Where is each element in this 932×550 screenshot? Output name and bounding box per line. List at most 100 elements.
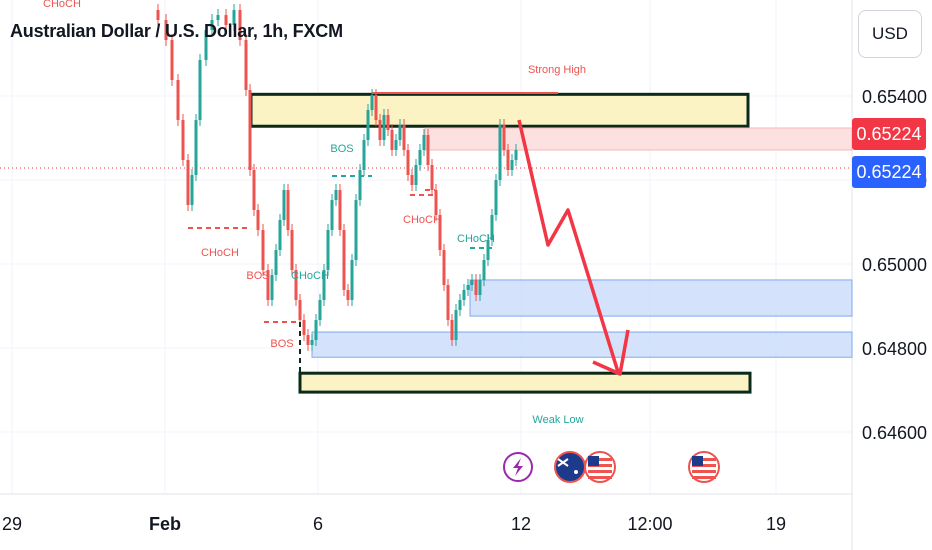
candle-body xyxy=(294,270,298,300)
candle-body xyxy=(470,280,474,285)
candle-body xyxy=(358,170,362,200)
candle-body xyxy=(398,125,402,140)
candle-body xyxy=(302,320,306,335)
candle-body xyxy=(418,150,422,165)
x-tick-label: 19 xyxy=(766,514,786,534)
candle-body xyxy=(190,175,194,205)
usd-flag-stripe-icon xyxy=(588,464,612,467)
candle-body xyxy=(252,170,256,210)
candle-body xyxy=(194,120,198,175)
y-tick-label: 0.64600 xyxy=(862,423,927,443)
imbalance-zone xyxy=(424,127,853,151)
candle-body xyxy=(350,260,354,300)
candle-body xyxy=(244,40,248,90)
candle-body xyxy=(266,270,270,300)
candle-body xyxy=(186,160,190,205)
usd-flag-canton-icon xyxy=(588,456,599,466)
candle-body xyxy=(438,215,442,250)
price-tag-upper: 0.65224 xyxy=(852,118,926,150)
structure-label: CHoCH xyxy=(457,233,495,245)
candle-body xyxy=(490,215,494,240)
aud-flag-cross-icon xyxy=(557,458,569,467)
y-tick-label: 0.65400 xyxy=(862,87,927,107)
demand-zone-lower xyxy=(311,331,853,358)
x-tick-label: 12:00 xyxy=(627,514,672,534)
candle-body xyxy=(506,150,510,170)
y-tick-label: 0.64800 xyxy=(862,339,927,359)
candle-body xyxy=(482,260,486,280)
candle-body xyxy=(370,95,374,110)
candle-body xyxy=(170,40,174,80)
usd-flag-stripe-icon xyxy=(588,476,612,479)
candle-body xyxy=(330,200,334,230)
structure-label: BOS xyxy=(330,143,353,155)
candle-body xyxy=(248,90,252,170)
usd-flag-stripe-icon xyxy=(588,470,612,473)
candle-body xyxy=(256,210,260,230)
usd-flag-stripe-icon xyxy=(692,464,716,467)
candle-body xyxy=(306,335,310,345)
candle-body xyxy=(458,300,462,310)
candle-body xyxy=(382,115,386,140)
candle-body xyxy=(176,80,180,120)
candle-body xyxy=(386,115,390,130)
x-tick-label: 12 xyxy=(511,514,531,534)
candle-body xyxy=(210,20,214,30)
aud-flag-icon xyxy=(554,451,586,483)
candle-body xyxy=(278,220,282,250)
usd-flag-stripe-icon xyxy=(588,458,612,461)
candle-body xyxy=(402,125,406,150)
candle-body xyxy=(232,10,236,25)
candle-body xyxy=(462,290,466,300)
candle-body xyxy=(274,250,278,275)
weak-low-zone xyxy=(298,371,752,394)
structure-label: BOS xyxy=(246,270,269,282)
candle-body xyxy=(326,230,330,270)
candle-body xyxy=(216,15,220,20)
projection-arrow xyxy=(517,119,620,373)
structure-label: CHoCH xyxy=(291,270,329,282)
candle-body xyxy=(494,180,498,215)
candle-body xyxy=(338,190,342,230)
candle-body xyxy=(310,340,314,345)
candle-body xyxy=(238,10,242,40)
usd-flag-canton-icon xyxy=(692,456,703,466)
candle-body xyxy=(342,230,346,290)
candle-body xyxy=(270,275,274,300)
candle-body xyxy=(446,285,450,320)
projection-arrow-head xyxy=(592,329,630,376)
candle-body xyxy=(298,300,302,320)
candle-body xyxy=(426,135,430,165)
usd-flag-stripe-icon xyxy=(692,458,716,461)
candle-body xyxy=(390,130,394,150)
x-tick-label: 29 xyxy=(2,514,22,534)
candle-body xyxy=(282,190,286,220)
chart-title: Australian Dollar / U.S. Dollar, 1h, FXC… xyxy=(10,21,343,41)
candle-body xyxy=(498,125,502,180)
candle-body xyxy=(181,120,185,160)
candle-body xyxy=(322,270,326,300)
price-tag-lower: 0.65224 xyxy=(852,156,926,188)
candle-body xyxy=(286,190,290,230)
candle-body xyxy=(362,140,366,170)
candle-body xyxy=(442,250,446,285)
candle-body xyxy=(410,175,414,185)
candle-body xyxy=(374,95,378,120)
candle-body xyxy=(261,230,265,270)
candle-body xyxy=(334,190,338,200)
candle-body xyxy=(346,290,350,300)
candle-body xyxy=(354,200,358,260)
candle-body xyxy=(314,320,318,340)
candle-body xyxy=(450,320,454,340)
aud-flag-star-icon xyxy=(574,470,578,474)
candle-body xyxy=(454,310,458,340)
structure-label: BOS xyxy=(270,338,293,350)
candle-body xyxy=(394,140,398,150)
structure-label: CHoCH xyxy=(403,214,441,226)
currency-button[interactable]: USD xyxy=(858,10,922,58)
candle-body xyxy=(478,280,482,295)
lightning-glyph-icon xyxy=(513,458,523,476)
strong-high-label: Strong High xyxy=(528,64,586,76)
candle-body xyxy=(318,300,322,320)
